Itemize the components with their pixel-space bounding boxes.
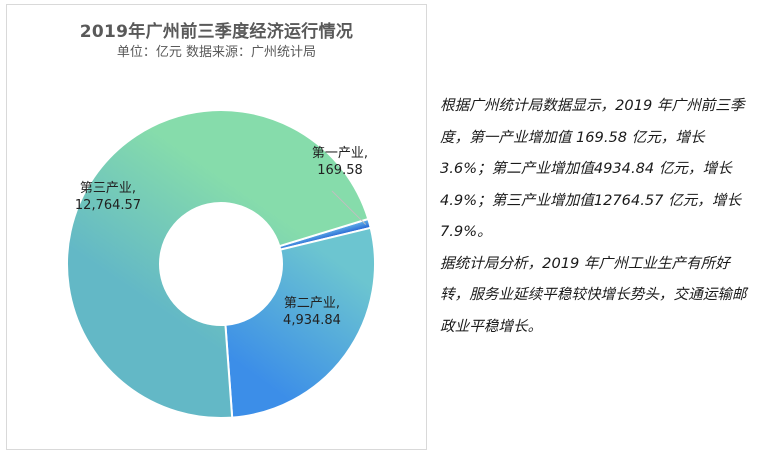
leader-line-primary-industry [331,190,367,225]
slice-tertiary-industry [66,109,370,419]
commentary-paragraph-2: 据统计局分析，2019 年广州工业生产有所好转，服务业延续平稳较快增长势头，交通… [440,254,747,335]
chart-panel: 2019年广州前三季度经济运行情况 单位：亿元 数据来源：广州统计局 第一产业,… [6,4,427,450]
chart-subtitle: 单位：亿元 数据来源：广州统计局 [116,45,317,60]
chart-title: 2019年广州前三季度经济运行情况 [79,22,354,42]
label-tertiary-industry: 第三产业, 12,764.57 [75,181,141,213]
commentary-paragraph-1: 根据广州统计局数据显示，2019 年广州前三季度，第一产业增加值 169.58 … [440,97,745,240]
commentary-text: 根据广州统计局数据显示，2019 年广州前三季度，第一产业增加值 169.58 … [440,90,750,342]
slice-secondary-industry [224,226,376,419]
donut-chart: 第一产业, 169.58 第二产业, 4,934.84 第三产业, 12,764.57 [66,109,376,419]
label-primary-industry: 第一产业, 169.58 [312,146,368,178]
label-secondary-industry: 第二产业, 4,934.84 [283,296,341,328]
